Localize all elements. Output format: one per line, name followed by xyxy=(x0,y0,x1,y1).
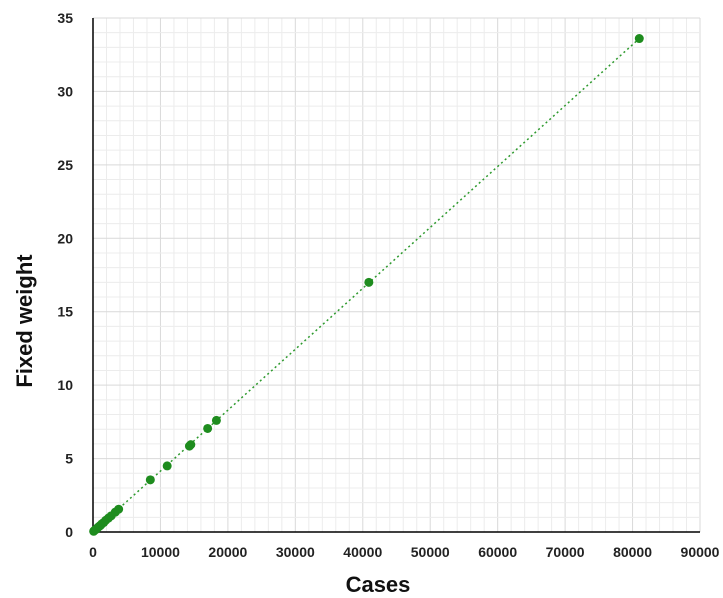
y-tick-label: 30 xyxy=(57,83,73,99)
data-point xyxy=(162,461,172,471)
y-tick-label: 5 xyxy=(65,451,73,467)
data-points xyxy=(89,34,644,536)
data-point xyxy=(211,415,221,425)
data-point xyxy=(364,277,374,287)
x-tick-labels: 0 10000 20000 30000 40000 50000 60000 70000 8000… xyxy=(89,544,720,560)
y-tick-label: 25 xyxy=(57,157,73,173)
x-tick-label: 70000 xyxy=(546,544,585,560)
x-axis-title: Cases xyxy=(346,572,411,597)
x-tick-label: 50000 xyxy=(411,544,450,560)
x-tick-label: 60000 xyxy=(478,544,517,560)
grid xyxy=(92,17,701,533)
x-tick-label: 40000 xyxy=(343,544,382,560)
data-point xyxy=(186,440,196,450)
y-tick-label: 15 xyxy=(57,304,73,320)
x-tick-label: 30000 xyxy=(276,544,315,560)
x-tick-label: 80000 xyxy=(613,544,652,560)
data-point xyxy=(145,475,155,485)
x-tick-label: 20000 xyxy=(208,544,247,560)
x-tick-label: 0 xyxy=(89,544,97,560)
x-tick-label: 10000 xyxy=(141,544,180,560)
data-point xyxy=(634,34,644,44)
y-tick-label: 10 xyxy=(57,377,73,393)
x-tick-label: 90000 xyxy=(681,544,720,560)
y-tick-labels: 0 5 10 15 20 25 30 35 xyxy=(57,10,73,540)
data-point xyxy=(203,423,213,433)
data-point xyxy=(114,504,124,514)
y-tick-label: 35 xyxy=(57,10,73,26)
y-tick-label: 0 xyxy=(65,524,73,540)
y-axis-title: Fixed weight xyxy=(12,254,37,388)
y-tick-label: 20 xyxy=(57,230,73,246)
